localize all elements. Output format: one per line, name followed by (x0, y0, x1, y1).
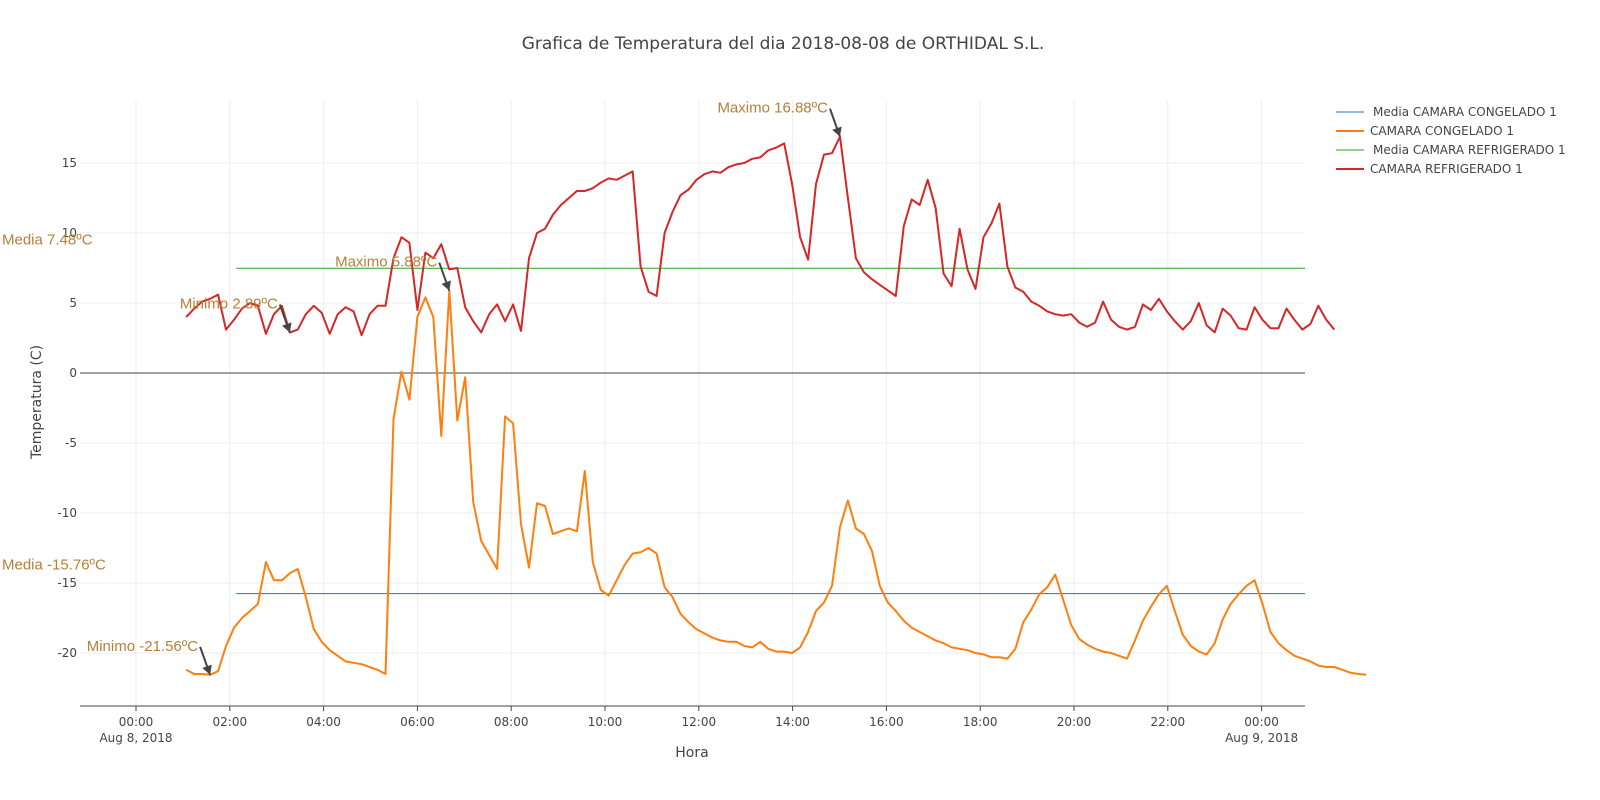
y-tick-label: -15 (57, 576, 77, 590)
legend-item: Media CAMARA CONGELADO 1 (1373, 105, 1557, 119)
x-tick-label: 20:00 (1057, 715, 1092, 729)
x-tick-label: 18:00 (963, 715, 998, 729)
x-tick-label: 00:00 (119, 715, 154, 729)
y-tick-label: 5 (69, 296, 77, 310)
min-label-congelado: Minimo -21.56ºC (87, 638, 199, 655)
y-tick-label: 15 (62, 156, 77, 170)
x-tick-label: 16:00 (869, 715, 904, 729)
legend-item: CAMARA REFRIGERADO 1 (1370, 162, 1523, 176)
x-tick-sublabel: Aug 8, 2018 (99, 731, 172, 745)
mean-label-congelado: Media -15.76ºC (2, 557, 106, 574)
y-tick-label: 0 (69, 366, 77, 380)
x-tick-label: 12:00 (682, 715, 717, 729)
min-label-refrigerado: Minimo 2.89ºC (180, 296, 278, 313)
x-axis-title: Hora (675, 745, 708, 761)
x-tick-label: 14:00 (775, 715, 810, 729)
y-tick-label: 10 (62, 226, 77, 240)
series-line (185, 289, 1367, 676)
x-tick-label: 06:00 (400, 715, 435, 729)
x-tick-label: 02:00 (213, 715, 248, 729)
max-label-refrigerado: Maximo 16.88ºC (717, 100, 828, 117)
min-congelado-arrowhead (202, 664, 212, 675)
max-label-congelado: Maximo 5.88ºC (335, 254, 437, 271)
y-tick-label: -10 (57, 506, 77, 520)
max-congelado-arrowhead (441, 280, 451, 291)
x-tick-label: 08:00 (494, 715, 529, 729)
x-tick-label: 22:00 (1151, 715, 1186, 729)
y-tick-label: -5 (65, 436, 77, 450)
series-line (185, 135, 1336, 337)
y-axis-title: Temperatura (C) (29, 345, 45, 460)
mean-label-refrigerado: Media 7.48ºC (2, 231, 93, 248)
legend-item: Media CAMARA REFRIGERADO 1 (1373, 143, 1566, 157)
x-tick-label: 04:00 (306, 715, 341, 729)
x-tick-label: 10:00 (588, 715, 623, 729)
legend-item: CAMARA CONGELADO 1 (1370, 124, 1514, 138)
min-refrigerado-arrowhead (282, 322, 292, 333)
chart-title: Grafica de Temperatura del dia 2018-08-0… (522, 34, 1045, 54)
max-refrigerado-arrowhead (832, 126, 842, 137)
x-tick-label: 00:00 (1244, 715, 1279, 729)
y-tick-label: -20 (57, 646, 77, 660)
x-tick-sublabel: Aug 9, 2018 (1225, 731, 1298, 745)
